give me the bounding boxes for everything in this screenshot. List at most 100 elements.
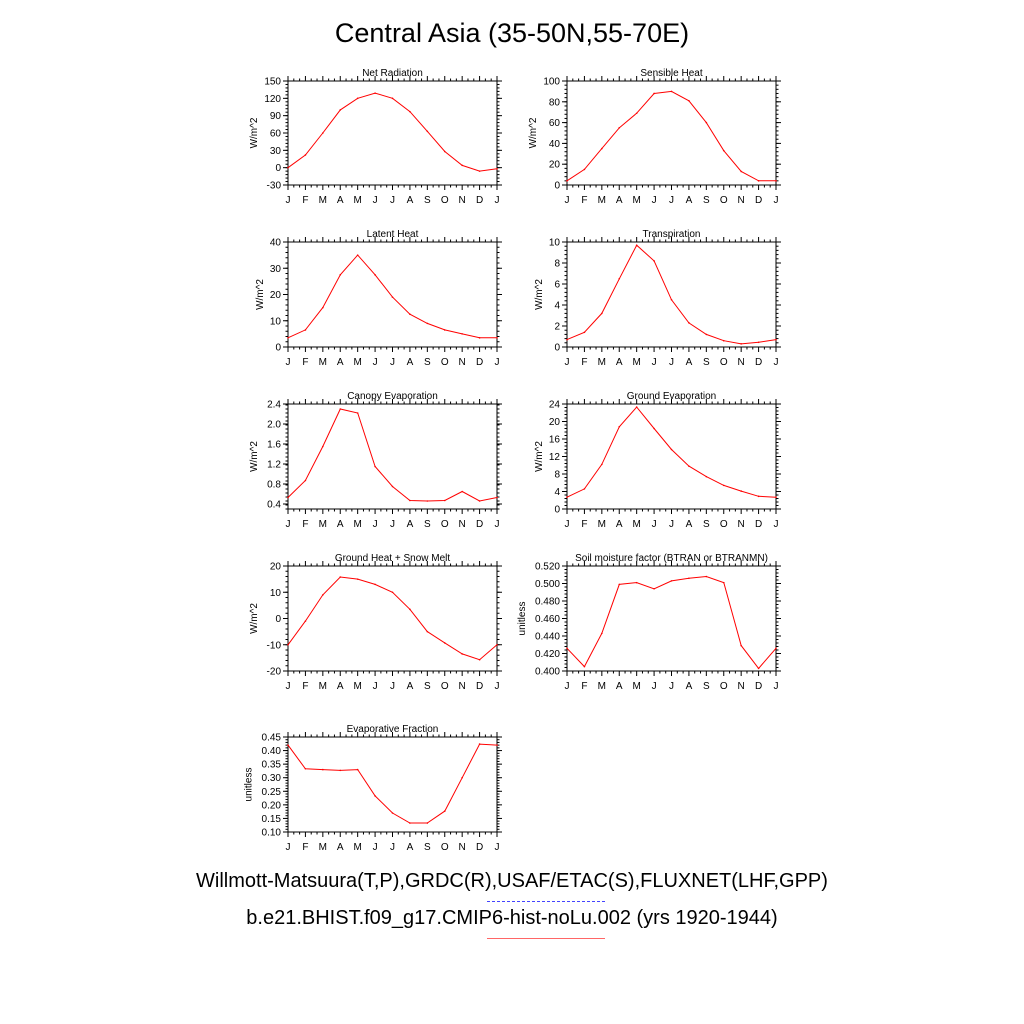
data-point xyxy=(618,425,621,428)
x-tick-label: O xyxy=(720,681,728,692)
data-point xyxy=(722,581,725,584)
plot-frame xyxy=(566,241,777,348)
data-point xyxy=(496,643,498,646)
y-tick-label: 1.6 xyxy=(267,440,281,451)
x-tick-label: S xyxy=(424,681,431,692)
data-point xyxy=(374,465,376,468)
y-tick-label: -10 xyxy=(267,640,282,651)
data-point xyxy=(304,154,307,156)
y-tick-label: 0.460 xyxy=(535,614,560,625)
x-tick-label: N xyxy=(738,357,745,368)
x-tick-label: J xyxy=(652,357,657,368)
data-point xyxy=(775,180,777,182)
data-point xyxy=(496,744,498,746)
y-axis-label: W/m^2 xyxy=(249,117,260,148)
series-line xyxy=(287,92,498,172)
data-point xyxy=(443,150,446,153)
x-tick-label: S xyxy=(703,357,710,368)
panel-title: Transpiration xyxy=(643,229,701,240)
data-point xyxy=(322,768,324,771)
panel-title: Canopy Evaporation xyxy=(347,391,438,402)
x-tick-label: J xyxy=(373,357,378,368)
x-tick-label: J xyxy=(669,681,674,692)
data-point xyxy=(426,322,429,325)
data-point xyxy=(635,244,638,246)
data-point xyxy=(653,92,655,95)
data-point xyxy=(478,658,481,661)
y-tick-label: 0 xyxy=(275,614,281,625)
data-point xyxy=(705,575,708,578)
data-point xyxy=(653,427,655,430)
panel-title: Ground Evaporation xyxy=(627,391,717,402)
y-tick-label: -20 xyxy=(267,667,282,678)
x-tick-label: D xyxy=(476,357,483,368)
data-point xyxy=(426,822,429,824)
x-tick-label: O xyxy=(441,357,449,368)
data-point xyxy=(670,448,673,451)
data-point xyxy=(356,578,359,580)
y-tick-label: 0.440 xyxy=(535,632,560,643)
plot-frame xyxy=(287,80,498,186)
x-tick-label: A xyxy=(686,357,693,368)
y-axis-label: W/m^2 xyxy=(534,441,545,472)
data-point xyxy=(688,99,690,102)
y-tick-label: 2.0 xyxy=(267,420,281,431)
data-point xyxy=(374,583,376,586)
y-tick-label: 16 xyxy=(549,435,561,446)
x-tick-label: D xyxy=(755,681,762,692)
data-point xyxy=(461,333,463,335)
x-tick-label: A xyxy=(686,681,693,692)
x-tick-label: A xyxy=(337,519,344,530)
data-point xyxy=(670,298,673,301)
data-point xyxy=(322,306,324,309)
x-tick-label: J xyxy=(495,195,500,206)
x-tick-label: O xyxy=(720,195,728,206)
panel-title: Ground Heat + Snow Melt xyxy=(335,553,451,564)
data-point xyxy=(601,312,603,315)
y-tick-label: 0.20 xyxy=(262,800,282,811)
data-point xyxy=(757,495,760,498)
data-point xyxy=(618,277,621,280)
data-point xyxy=(583,665,586,668)
data-point xyxy=(688,577,690,580)
x-tick-label: M xyxy=(632,681,640,692)
data-point xyxy=(426,630,429,633)
x-tick-label: S xyxy=(424,195,431,206)
data-point xyxy=(705,333,708,336)
data-point xyxy=(775,496,777,498)
y-tick-label: 0 xyxy=(554,343,560,354)
x-tick-label: F xyxy=(302,519,308,530)
data-point xyxy=(426,500,429,502)
data-point xyxy=(409,822,411,824)
x-tick-label: S xyxy=(424,357,431,368)
x-tick-label: S xyxy=(424,519,431,530)
data-point xyxy=(478,170,481,172)
x-tick-label: J xyxy=(495,681,500,692)
data-point xyxy=(740,343,742,345)
x-tick-label: M xyxy=(632,519,640,530)
y-axis-label: W/m^2 xyxy=(255,279,266,310)
x-tick-label: D xyxy=(476,195,483,206)
y-tick-label: 4 xyxy=(554,487,560,498)
x-tick-label: J xyxy=(286,519,291,530)
data-point xyxy=(635,406,638,408)
x-tick-label: J xyxy=(373,681,378,692)
y-tick-label: 0 xyxy=(554,181,560,192)
x-tick-label: M xyxy=(319,357,327,368)
data-point xyxy=(443,329,446,331)
figure-title: Central Asia (35-50N,55-70E) xyxy=(334,18,690,48)
data-point xyxy=(461,164,463,167)
panel-title: Evaporative Fraction xyxy=(347,724,439,735)
y-tick-label: 0 xyxy=(275,163,281,174)
data-point xyxy=(618,583,621,586)
y-tick-label: 0.10 xyxy=(262,828,282,839)
data-point xyxy=(443,499,446,502)
x-tick-label: M xyxy=(319,195,327,206)
y-axis-label: unitless xyxy=(517,602,528,636)
y-tick-label: 0 xyxy=(554,505,560,516)
data-point xyxy=(583,331,586,334)
data-point xyxy=(339,408,342,410)
